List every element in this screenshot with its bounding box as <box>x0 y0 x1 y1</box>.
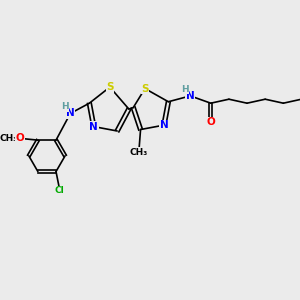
Text: N: N <box>186 91 195 101</box>
Text: O: O <box>206 117 215 127</box>
Text: H: H <box>181 85 189 94</box>
Text: S: S <box>141 84 149 94</box>
Text: Cl: Cl <box>55 186 64 195</box>
Text: N: N <box>66 108 75 118</box>
Text: N: N <box>160 120 168 130</box>
Text: H: H <box>61 103 68 112</box>
Text: CH₃: CH₃ <box>0 134 18 143</box>
Text: S: S <box>106 82 114 92</box>
Text: N: N <box>89 122 98 132</box>
Text: CH₃: CH₃ <box>130 148 148 157</box>
Text: O: O <box>15 134 24 143</box>
